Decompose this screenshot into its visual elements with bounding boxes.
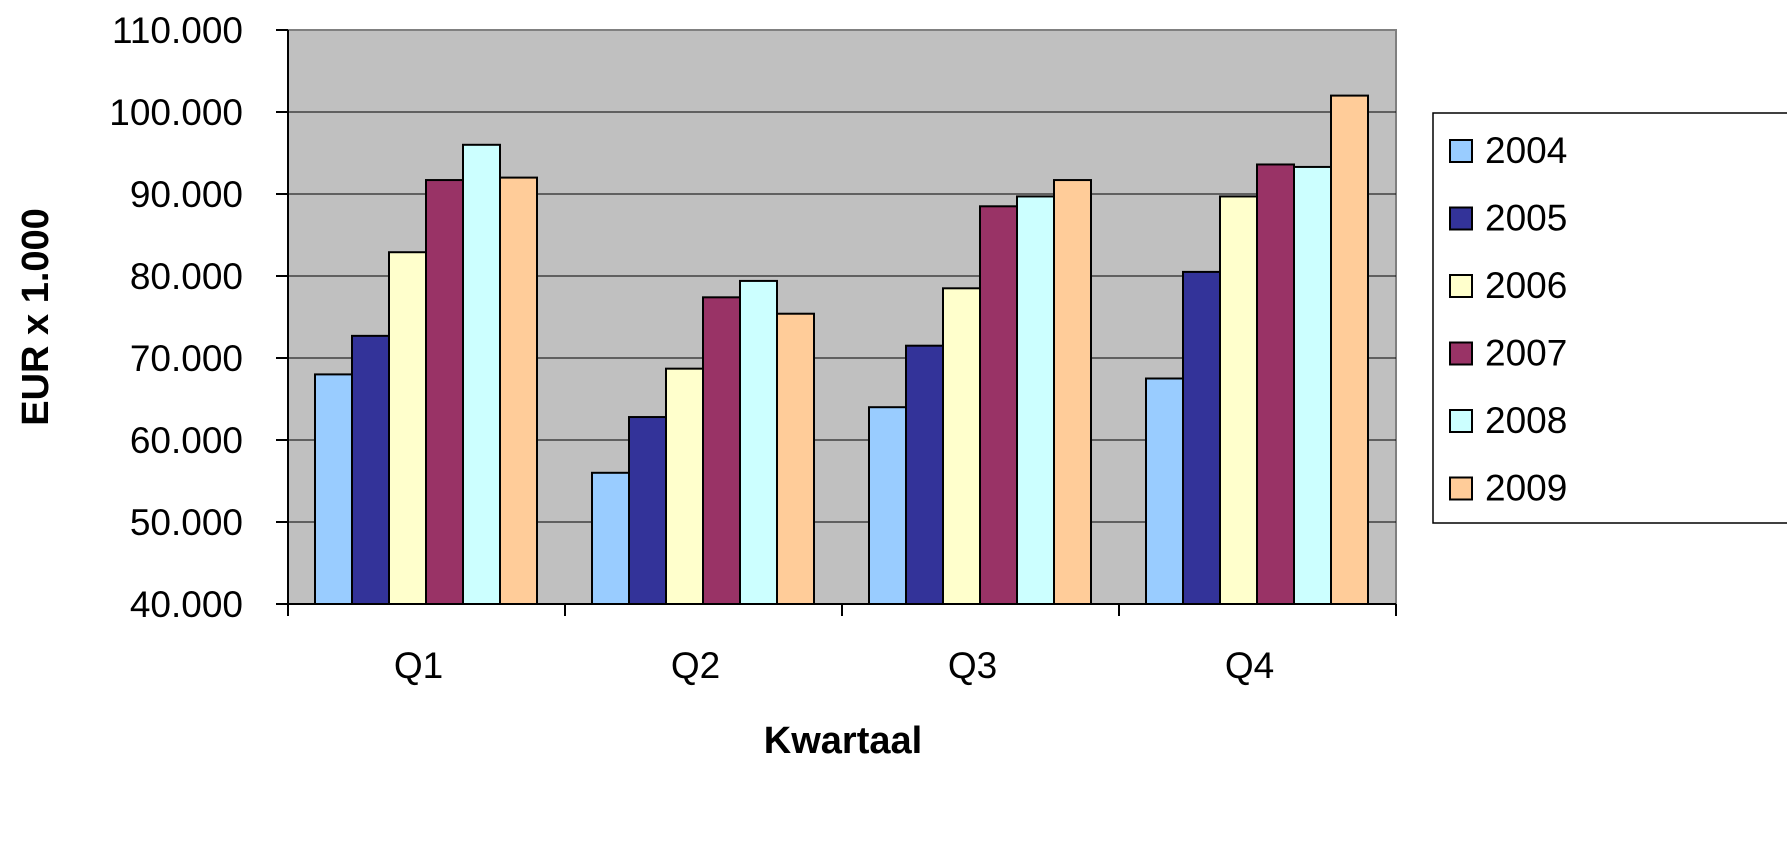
bar-q4-2008 [1293, 165, 1332, 605]
bar-q1-2009 [499, 176, 538, 605]
legend-label-2005: 2005 [1485, 198, 1567, 239]
x-tick-label: Q3 [948, 645, 997, 686]
bar-q2-2008 [739, 279, 778, 605]
y-tick-label: 100.000 [109, 92, 243, 133]
bar-q4-2004 [1145, 377, 1184, 605]
bars [314, 94, 1369, 606]
legend-swatch-2009 [1449, 476, 1473, 501]
legend-swatch-2007 [1449, 341, 1473, 366]
bar-q1-2004 [314, 373, 353, 605]
legend-swatch-2008 [1449, 409, 1473, 433]
bar-q3-2007 [979, 205, 1018, 606]
x-tick-labels: Q1 Q2 Q3 Q4 [394, 645, 1274, 686]
y-axis-title: EUR x 1.000 [15, 208, 57, 426]
y-tick-label: 70.000 [130, 338, 243, 379]
axes [276, 29, 1397, 616]
x-axis-title: Kwartaal [764, 720, 922, 762]
bar-q4-2007 [1256, 163, 1295, 605]
x-tick-label: Q2 [671, 645, 720, 686]
bar-q3-2005 [905, 344, 944, 605]
bar-q2-2004 [591, 471, 630, 605]
legend-box [1432, 112, 1787, 524]
y-tick-label: 90.000 [130, 174, 243, 215]
bar-q3-2004 [868, 406, 907, 606]
y-tick-label: 80.000 [130, 256, 243, 297]
legend-label-2007: 2007 [1485, 333, 1567, 374]
bar-q2-2007 [702, 296, 741, 605]
legend-label-2008: 2008 [1485, 400, 1567, 441]
legend-label-2004: 2004 [1485, 130, 1567, 171]
bar-q3-2006 [942, 287, 981, 605]
bar-q2-2009 [776, 312, 815, 605]
legend-swatch-2006 [1449, 274, 1473, 298]
y-tick-label: 110.000 [112, 10, 243, 51]
legend: 2004 2005 2006 2007 2008 2009 [1432, 112, 1787, 524]
bar-q2-2005 [628, 416, 667, 606]
bar-q3-2008 [1016, 195, 1055, 606]
legend-swatch-2004 [1449, 139, 1473, 163]
bar-q2-2006 [665, 367, 704, 605]
y-tick-label: 50.000 [130, 502, 243, 543]
bar-q3-2009 [1053, 179, 1092, 605]
legend-label-2006: 2006 [1485, 265, 1567, 306]
legend-swatch-2005 [1449, 206, 1473, 231]
bar-q1-2005 [351, 334, 390, 605]
bar-q1-2006 [388, 251, 427, 605]
y-tick-label: 40.000 [130, 584, 243, 625]
x-tick-label: Q4 [1225, 645, 1274, 686]
x-tick-label: Q1 [394, 645, 443, 686]
y-tick-labels: 40.000 50.000 60.000 70.000 80.000 90.000 100.… [109, 10, 243, 625]
bar-q1-2008 [462, 143, 501, 606]
bar-q4-2009 [1330, 94, 1369, 605]
bar-q4-2005 [1182, 270, 1221, 605]
bar-q4-2006 [1219, 195, 1258, 606]
legend-label-2009: 2009 [1485, 468, 1567, 509]
bar-q1-2007 [425, 179, 464, 605]
y-tick-label: 60.000 [130, 420, 243, 461]
